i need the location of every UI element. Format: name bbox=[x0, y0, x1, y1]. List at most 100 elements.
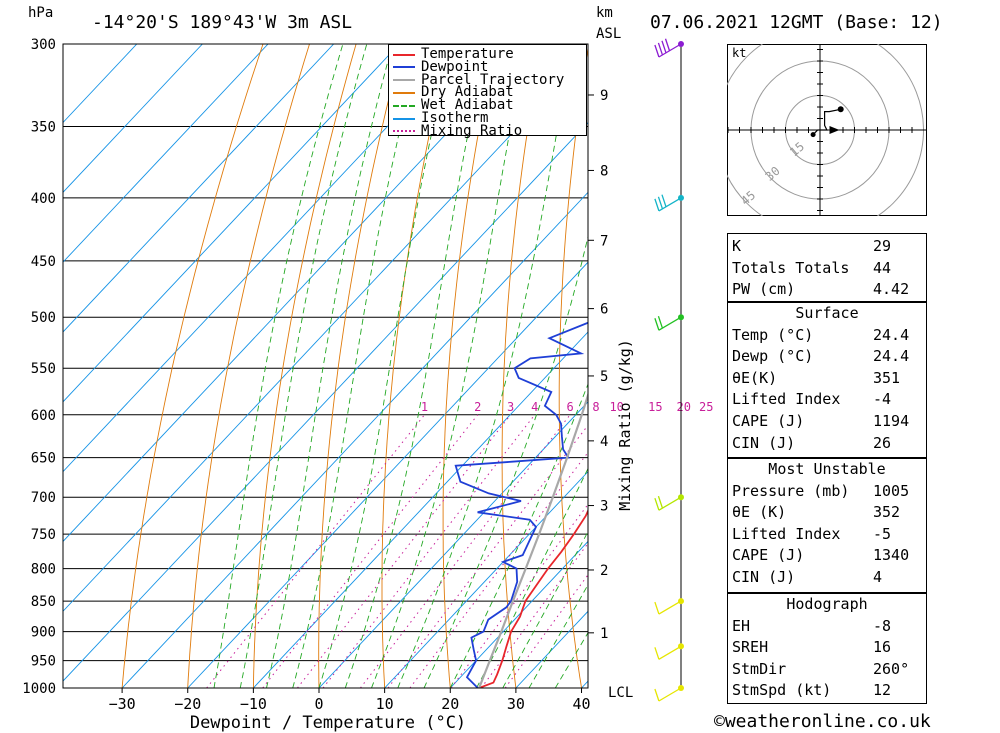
legend-item-wet-adiabat: Wet Adiabat bbox=[393, 98, 514, 112]
isotherm-line bbox=[63, 52, 588, 612]
dry-adiabat-line bbox=[668, 44, 713, 688]
legend-item-parcel-trajectory: Parcel Trajectory bbox=[393, 73, 564, 87]
table-row: Temp (°C) 24.4 bbox=[728, 325, 926, 347]
isotherm-line bbox=[63, 44, 203, 193]
row-value: 260° bbox=[873, 659, 910, 678]
wet-adiabat-line bbox=[371, 44, 528, 688]
isotherm-line bbox=[63, 44, 466, 473]
height-tick-label: 3 bbox=[600, 499, 608, 515]
wet-adiabat-line bbox=[239, 44, 368, 688]
dry-adiabat-line bbox=[252, 44, 357, 688]
wet-adiabat-line bbox=[423, 234, 588, 688]
isotherm-line bbox=[63, 121, 588, 682]
legend-swatch bbox=[393, 91, 415, 94]
temperature-tick-label: 40 bbox=[572, 695, 590, 713]
row-label: CAPE (J) bbox=[732, 411, 805, 430]
mixing-ratio-line bbox=[322, 414, 536, 688]
isotherm-line bbox=[63, 44, 269, 263]
isotherm-line bbox=[187, 261, 588, 688]
wet-adiabat-line bbox=[213, 44, 344, 688]
table-row: Dewp (°C) 24.4 bbox=[728, 346, 926, 368]
wind-barb-staff bbox=[658, 496, 682, 511]
wind-barb-staff bbox=[658, 600, 682, 615]
isotherm-line bbox=[63, 44, 531, 543]
row-label: Pressure (mb) bbox=[732, 481, 850, 500]
row-label: EH bbox=[732, 616, 751, 635]
row-value: 1340 bbox=[873, 546, 910, 565]
height-tick-label: 4 bbox=[600, 434, 608, 450]
pressure-tick-label: 600 bbox=[31, 408, 56, 424]
row-label: StmSpd (kt) bbox=[732, 681, 832, 700]
table-row: K 29 bbox=[728, 236, 926, 258]
height-tick-label: 2 bbox=[600, 563, 608, 579]
mixing-ratio-label: 6 bbox=[566, 400, 573, 414]
temperature-tick-label: 30 bbox=[507, 695, 525, 713]
wind-barb-flag bbox=[661, 40, 667, 54]
row-value: 26 bbox=[873, 433, 892, 452]
lcl-label: LCL bbox=[608, 685, 633, 701]
temperature-tick-label: 10 bbox=[376, 695, 394, 713]
row-value: 352 bbox=[873, 503, 901, 522]
row-value: -5 bbox=[873, 524, 892, 543]
row-value: 29 bbox=[873, 237, 892, 255]
legend-label: Isotherm bbox=[421, 110, 489, 126]
mixing-ratio-line bbox=[262, 414, 479, 688]
legend-item-dry-adiabat: Dry Adiabat bbox=[393, 85, 514, 99]
legend-label: Dewpoint bbox=[421, 58, 489, 75]
storm-motion-marker bbox=[829, 126, 840, 134]
height-tick-label: 9 bbox=[600, 88, 608, 104]
mixing-ratio-label: 25 bbox=[699, 400, 713, 414]
row-value: 4.42 bbox=[873, 280, 910, 299]
dry-adiabat-line bbox=[318, 44, 404, 688]
table-row: EH -8 bbox=[728, 616, 926, 638]
row-label: CIN (J) bbox=[732, 567, 796, 586]
temperature-line bbox=[478, 508, 588, 688]
mixing-ratio-label: 1 bbox=[421, 400, 428, 414]
table-row: Lifted Index -4 bbox=[728, 389, 926, 411]
wet-adiabat-line bbox=[292, 44, 422, 688]
legend-swatch bbox=[393, 53, 415, 56]
table-row: StmDir 260° bbox=[728, 659, 926, 681]
legend-item-isotherm: Isotherm bbox=[393, 110, 489, 126]
row-label: CIN (J) bbox=[732, 433, 796, 452]
row-label: Lifted Index bbox=[732, 524, 841, 543]
dry-adiabat-line bbox=[501, 44, 543, 688]
isotherm-line bbox=[384, 470, 588, 688]
pressure-tick-label: 850 bbox=[31, 594, 56, 610]
location-title: -14°20'S 189°43'W 3m ASL bbox=[92, 12, 353, 33]
row-value: 4 bbox=[873, 567, 883, 586]
legend-swatch bbox=[393, 117, 415, 120]
isotherm-line bbox=[253, 331, 588, 688]
legend-label: Mixing Ratio bbox=[421, 122, 523, 139]
row-value: 1194 bbox=[873, 411, 910, 430]
legend: Temperature Dewpoint Parcel Trajectory Dry … bbox=[388, 44, 587, 139]
hodograph-table: Hodograph EH -8 SREH 16 StmDir 260° StmSpd (kt)… bbox=[727, 593, 927, 704]
mixing-ratio-line bbox=[504, 574, 588, 688]
row-label: θE (K) bbox=[732, 503, 787, 522]
pressure-tick-label: 550 bbox=[31, 361, 56, 377]
row-label: Lifted Index bbox=[732, 390, 841, 409]
table-row: CIN (J) 4 bbox=[728, 567, 926, 589]
parcel-trajectory-line bbox=[478, 391, 588, 688]
wind-barb-flag bbox=[654, 498, 660, 511]
indices-table: K 29 Totals Totals 44 PW (cm) 4.42 bbox=[727, 233, 927, 302]
pressure-tick-label: 900 bbox=[31, 625, 56, 641]
row-label: StmDir bbox=[732, 659, 787, 678]
mixing-ratio-line bbox=[450, 503, 588, 688]
wet-adiabat-line bbox=[397, 44, 574, 688]
wind-barb-staff bbox=[658, 197, 682, 212]
height-tick-label: 7 bbox=[600, 233, 608, 249]
row-label: CAPE (J) bbox=[732, 546, 805, 565]
wind-barb-flag bbox=[657, 196, 664, 210]
wind-barb-flag bbox=[657, 495, 664, 509]
row-label: Dewp (°C) bbox=[732, 347, 814, 366]
table-title: Most Unstable bbox=[768, 460, 886, 478]
table-row: θE (K) 352 bbox=[728, 502, 926, 524]
wind-barb-flag bbox=[661, 194, 667, 207]
table-row: Totals Totals 44 bbox=[728, 258, 926, 280]
row-value: 24.4 bbox=[873, 325, 910, 344]
background-lines bbox=[63, 44, 713, 688]
wind-barb-flag bbox=[657, 42, 664, 56]
